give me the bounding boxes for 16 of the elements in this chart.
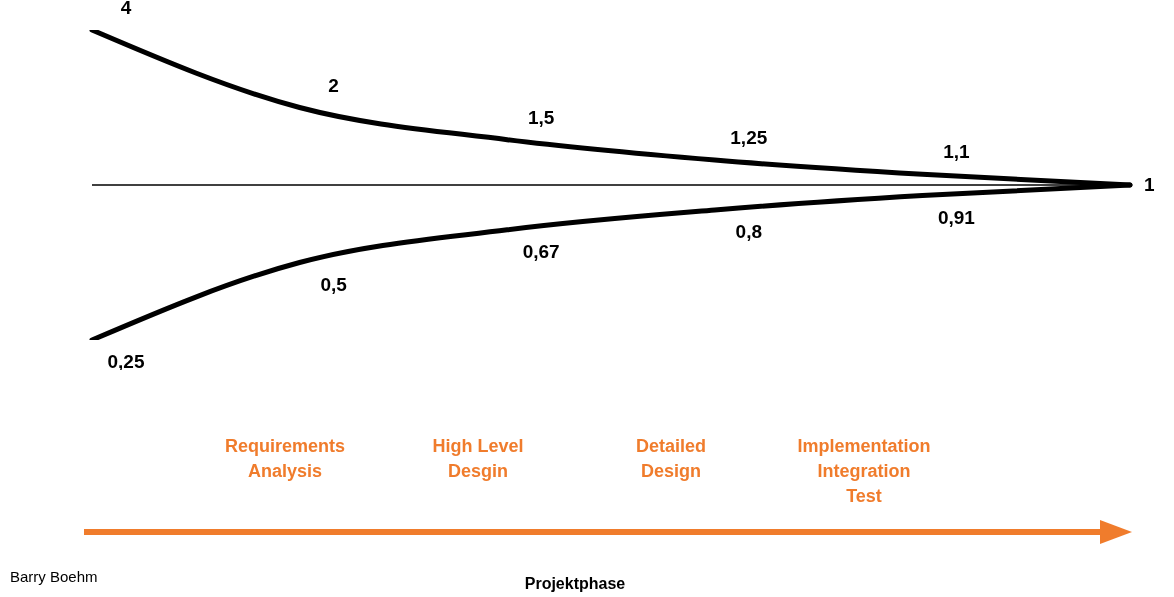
text: Detailed Design <box>635 435 707 483</box>
data-label: 2 <box>328 74 339 96</box>
data-label: 0,5 <box>320 273 348 295</box>
text: Requirements Analysis <box>223 435 346 483</box>
data-label: 0,8 <box>735 220 763 242</box>
data-label: 4 <box>120 0 132 18</box>
text: Barry Boehm <box>10 568 98 585</box>
text: Implementation Integration Test <box>796 435 932 508</box>
data-label: 1,1 <box>943 141 971 163</box>
data-label: 1,25 <box>730 127 768 149</box>
text: High Level Desgin <box>431 435 525 483</box>
data-label: 0,91 <box>937 206 976 228</box>
data-label: 1 <box>1144 174 1155 195</box>
data-label: 1,5 <box>527 106 555 128</box>
data-label: 0,67 <box>522 240 560 262</box>
text: Projektphase <box>524 575 626 592</box>
